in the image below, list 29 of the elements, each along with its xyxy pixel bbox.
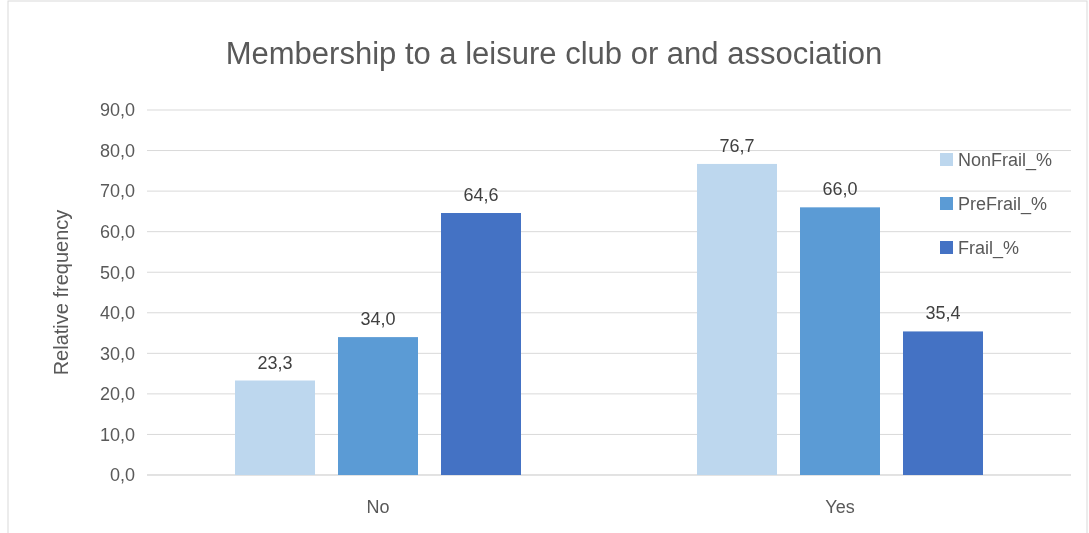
data-label: 64,6 — [463, 185, 499, 206]
x-tick-label: Yes — [825, 497, 855, 517]
legend-label: NonFrail_% — [958, 150, 1053, 172]
y-tick-label: 40,0 — [99, 303, 135, 324]
bar — [697, 163, 777, 475]
bar — [800, 207, 880, 475]
y-tick-label: 50,0 — [99, 262, 135, 283]
data-label: 34,0 — [360, 309, 396, 330]
data-label: 35,4 — [925, 303, 961, 324]
y-tick-label: 90,0 — [99, 100, 135, 121]
y-axis-title: Relative frequency — [50, 209, 72, 376]
y-tick-label: 60,0 — [99, 221, 135, 242]
bar — [338, 337, 418, 475]
y-tick-label: 20,0 — [99, 384, 135, 405]
y-tick-label: 30,0 — [99, 343, 135, 364]
data-label: 76,7 — [719, 135, 755, 156]
bar — [441, 213, 521, 475]
y-tick-label: 10,0 — [99, 424, 135, 445]
y-tick-label: 70,0 — [99, 181, 135, 202]
bar — [903, 331, 983, 475]
data-label: 23,3 — [257, 352, 293, 373]
data-label: 66,0 — [822, 179, 858, 200]
x-tick-label: No — [366, 497, 390, 517]
bar — [235, 380, 315, 475]
legend-label: Frail_% — [958, 238, 1020, 260]
y-tick-label: 80,0 — [99, 140, 135, 161]
legend-label: PreFrail_% — [958, 194, 1048, 216]
chart-title: Membership to a leisure club or and association — [225, 36, 883, 71]
y-tick-label: 0,0 — [109, 465, 135, 486]
